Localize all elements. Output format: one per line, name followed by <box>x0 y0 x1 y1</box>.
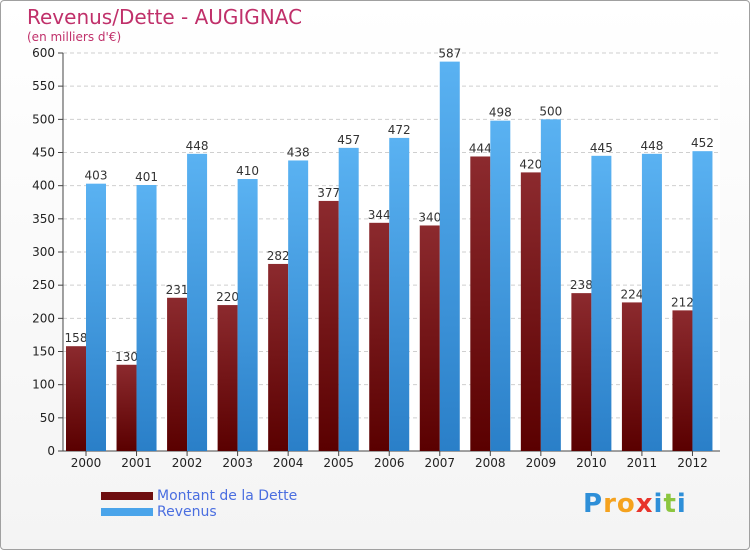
data-label-revenue-2002: 448 <box>186 139 209 153</box>
x-tick-label: 2009 <box>526 456 557 470</box>
y-tick-label: 550 <box>32 79 55 93</box>
y-tick-label: 150 <box>32 345 55 359</box>
data-label-debt-2009: 420 <box>519 157 542 171</box>
bar-revenue-2001 <box>136 185 157 451</box>
data-label-debt-2004: 282 <box>267 249 290 263</box>
x-tick-label: 2007 <box>424 456 455 470</box>
legend-swatch-dette <box>101 492 153 500</box>
data-label-revenue-2000: 403 <box>85 169 108 183</box>
bar-revenue-2009 <box>540 119 561 451</box>
data-label-revenue-2007: 587 <box>438 47 461 61</box>
bar-revenue-2010 <box>591 155 612 452</box>
y-tick-label: 400 <box>32 179 55 193</box>
bar-debt-2005 <box>318 200 339 451</box>
data-label-revenue-2005: 457 <box>337 133 360 147</box>
y-tick-label: 0 <box>47 444 55 458</box>
bar-debt-2011 <box>621 302 642 451</box>
logo-letter: P <box>583 489 604 519</box>
y-tick-label: 350 <box>32 212 55 226</box>
x-tick-label: 2011 <box>627 456 658 470</box>
x-tick-label: 2005 <box>323 456 354 470</box>
bar-revenue-2011 <box>641 153 662 451</box>
x-tick-label: 2008 <box>475 456 506 470</box>
bar-revenue-2005 <box>338 147 359 451</box>
bar-debt-2003 <box>217 305 238 451</box>
data-label-debt-2006: 344 <box>368 208 391 222</box>
data-label-debt-2012: 212 <box>671 295 694 309</box>
x-tick-label: 2004 <box>273 456 304 470</box>
bar-revenue-2002 <box>187 153 208 451</box>
y-tick-label: 450 <box>32 146 55 160</box>
data-label-debt-2005: 377 <box>317 186 340 200</box>
y-tick-label: 200 <box>32 311 55 325</box>
x-tick-label: 2003 <box>222 456 253 470</box>
legend-swatch-revenus <box>101 508 153 516</box>
x-tick-label: 2006 <box>374 456 405 470</box>
data-label-debt-2003: 220 <box>216 290 239 304</box>
data-label-debt-2010: 238 <box>570 278 593 292</box>
bar-debt-2009 <box>520 172 541 451</box>
bar-debt-2004 <box>268 263 289 451</box>
y-tick-label: 500 <box>32 112 55 126</box>
data-label-revenue-2009: 500 <box>539 104 562 118</box>
data-label-revenue-2008: 498 <box>489 106 512 120</box>
y-tick-label: 100 <box>32 378 55 392</box>
logo-letter: x <box>635 489 654 519</box>
bar-debt-2007 <box>419 225 440 451</box>
logo-letter: i <box>653 489 664 519</box>
proxiti-logo: Proxiti <box>583 489 687 519</box>
data-label-debt-2000: 158 <box>65 331 88 345</box>
bar-debt-2010 <box>571 293 592 451</box>
bar-debt-2002 <box>167 297 188 451</box>
chart-subtitle: (en milliers d'€) <box>27 30 122 44</box>
data-label-debt-2011: 224 <box>620 287 643 301</box>
data-label-revenue-2011: 448 <box>640 139 663 153</box>
bar-revenue-2012 <box>692 151 713 451</box>
legend-label-revenus: Revenus <box>157 504 217 520</box>
logo-letter: t <box>663 489 677 519</box>
data-label-revenue-2004: 438 <box>287 145 310 159</box>
chart-title: Revenus/Dette - AUGIGNAC <box>27 5 303 29</box>
x-tick-label: 2002 <box>172 456 203 470</box>
bar-revenue-2004 <box>288 160 309 451</box>
bar-debt-2000 <box>66 346 86 451</box>
data-label-debt-2002: 231 <box>166 283 189 297</box>
data-label-debt-2008: 444 <box>469 141 492 155</box>
data-label-revenue-2006: 472 <box>388 123 411 137</box>
legend-label-dette: Montant de la Dette <box>157 488 298 504</box>
bar-revenue-2007 <box>439 61 460 452</box>
data-label-revenue-2010: 445 <box>590 141 613 155</box>
logo-letter: r <box>603 489 617 519</box>
bar-debt-2008 <box>470 156 491 452</box>
bar-revenue-2000 <box>86 183 106 451</box>
bar-debt-2012 <box>672 310 693 451</box>
x-tick-label: 2001 <box>121 456 152 470</box>
data-label-revenue-2012: 452 <box>691 136 714 150</box>
data-label-debt-2007: 340 <box>418 210 441 224</box>
y-tick-label: 250 <box>32 278 55 292</box>
data-label-revenue-2001: 401 <box>135 170 158 184</box>
y-tick-label: 600 <box>32 46 55 60</box>
data-label-debt-2001: 130 <box>115 350 138 364</box>
x-tick-label: 2010 <box>576 456 607 470</box>
x-tick-label: 2012 <box>677 456 708 470</box>
data-label-revenue-2003: 410 <box>236 164 259 178</box>
bar-revenue-2008 <box>490 120 511 451</box>
y-tick-label: 50 <box>40 411 55 425</box>
bar-debt-2006 <box>369 222 390 451</box>
x-tick-label: 2000 <box>71 456 102 470</box>
bar-revenue-2003 <box>237 179 258 452</box>
bar-revenue-2006 <box>389 137 410 451</box>
logo-letter: i <box>676 489 687 519</box>
logo-letter: o <box>616 489 636 519</box>
bar-debt-2001 <box>116 364 137 451</box>
y-tick-label: 300 <box>32 245 55 259</box>
